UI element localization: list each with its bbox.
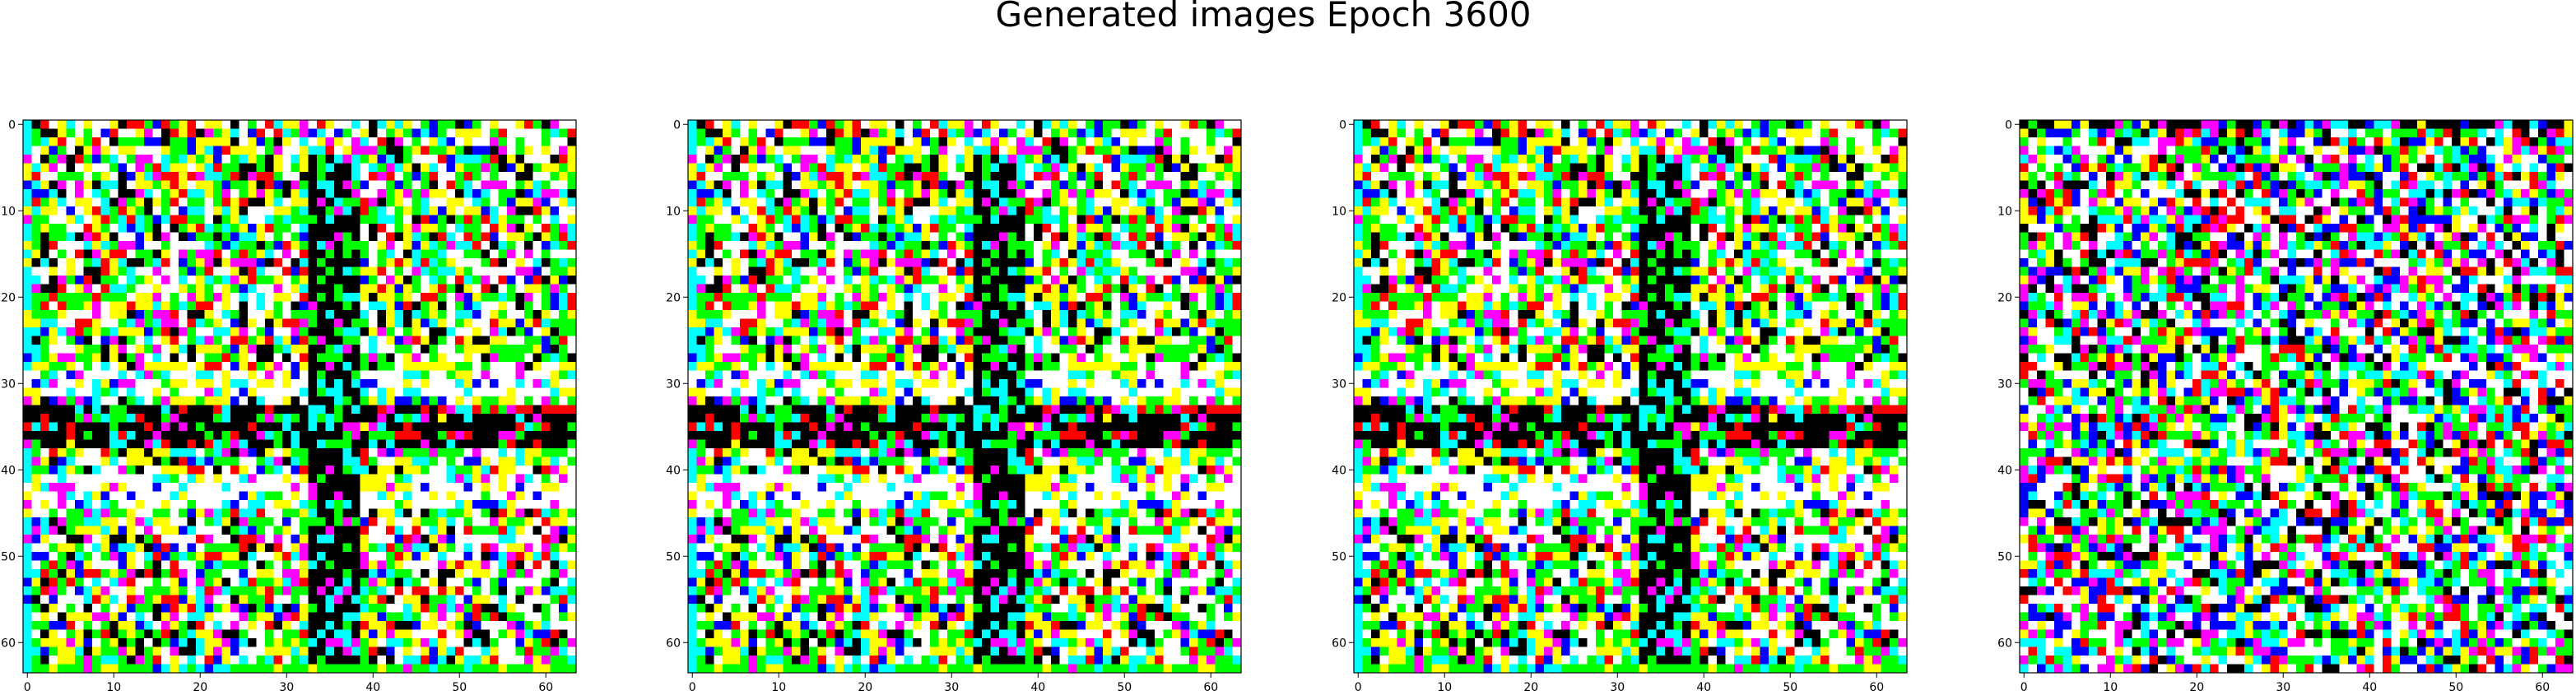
x-tick-label: 40 [365, 681, 380, 694]
x-tick-label: 0 [689, 681, 696, 694]
y-tick-label: 60 [1, 637, 16, 650]
x-tick-label: 20 [1523, 681, 1538, 694]
y-tick-label: 30 [1997, 378, 2012, 391]
x-tick-label: 50 [1117, 681, 1132, 694]
y-tick-label: 40 [1, 464, 16, 477]
y-tick-label: 20 [1332, 291, 1346, 304]
axes-frame-1 [22, 119, 577, 674]
y-tick-label: 30 [666, 378, 681, 391]
x-tick-label: 10 [771, 681, 786, 694]
y-tick-label: 10 [666, 205, 681, 218]
x-tick-label: 50 [452, 681, 467, 694]
axes-frame-2 [687, 119, 1242, 674]
image-panel-2: 0 10 20 30 40 50 60 0 10 20 30 40 50 60 [666, 118, 1242, 694]
y-tick-label: 30 [1332, 378, 1346, 391]
x-tick-label: 40 [1696, 681, 1711, 694]
x-tick-label: 50 [2448, 681, 2463, 694]
x-tick-label: 10 [2103, 681, 2118, 694]
image-panel-4: 0 10 20 30 40 50 60 0 10 20 30 40 50 60 [1997, 118, 2574, 694]
x-tick-label: 50 [1783, 681, 1797, 694]
x-tick-label: 10 [1437, 681, 1452, 694]
axes-frame-3 [1353, 119, 1908, 674]
y-tick-label: 10 [1997, 205, 2012, 218]
y-tick-label: 30 [1, 378, 16, 391]
y-tick-label: 20 [666, 291, 681, 304]
y-tick-label: 0 [2005, 118, 2012, 132]
y-tick-label: 50 [1332, 550, 1346, 563]
y-tick-label: 10 [1332, 205, 1346, 218]
x-tick-label: 20 [858, 681, 872, 694]
x-tick-label: 40 [1030, 681, 1045, 694]
figure-title: Generated images Epoch 3600 [995, 0, 1531, 35]
x-tick-label: 60 [538, 681, 553, 694]
generated-image-1 [23, 120, 577, 674]
y-tick-label: 20 [1, 291, 16, 304]
x-tick-label: 20 [2189, 681, 2204, 694]
image-panel-1: 0 10 20 30 40 50 60 0 10 20 30 40 50 60 [1, 118, 577, 694]
generated-image-3 [1354, 120, 1908, 674]
y-tick-label: 50 [1, 550, 16, 563]
generated-image-4 [2020, 120, 2574, 674]
y-tick-label: 0 [673, 118, 681, 132]
x-tick-label: 30 [944, 681, 959, 694]
generated-image-2 [688, 120, 1242, 674]
y-tick-label: 0 [1339, 118, 1346, 132]
y-tick-label: 40 [1997, 464, 2012, 477]
x-tick-label: 0 [1355, 681, 1362, 694]
image-panel-3: 0 10 20 30 40 50 60 0 10 20 30 40 50 60 [1332, 118, 1908, 694]
y-tick-label: 50 [1997, 550, 2012, 563]
x-tick-label: 30 [279, 681, 294, 694]
y-tick-label: 0 [8, 118, 16, 132]
x-tick-label: 60 [1869, 681, 1884, 694]
x-tick-label: 60 [2535, 681, 2550, 694]
y-tick-label: 60 [666, 637, 681, 650]
x-tick-label: 0 [24, 681, 31, 694]
x-tick-label: 30 [2276, 681, 2290, 694]
y-tick-label: 40 [666, 464, 681, 477]
y-tick-label: 40 [1332, 464, 1346, 477]
x-tick-label: 10 [106, 681, 121, 694]
y-tick-label: 60 [1997, 637, 2012, 650]
axes-frame-4 [2019, 119, 2574, 674]
x-tick-label: 40 [2362, 681, 2377, 694]
y-tick-label: 20 [1997, 291, 2012, 304]
y-tick-label: 50 [666, 550, 681, 563]
x-tick-label: 30 [1610, 681, 1625, 694]
x-tick-label: 0 [2020, 681, 2028, 694]
x-tick-label: 60 [1203, 681, 1218, 694]
x-tick-label: 20 [193, 681, 207, 694]
y-tick-label: 60 [1332, 637, 1346, 650]
y-tick-label: 10 [1, 205, 16, 218]
